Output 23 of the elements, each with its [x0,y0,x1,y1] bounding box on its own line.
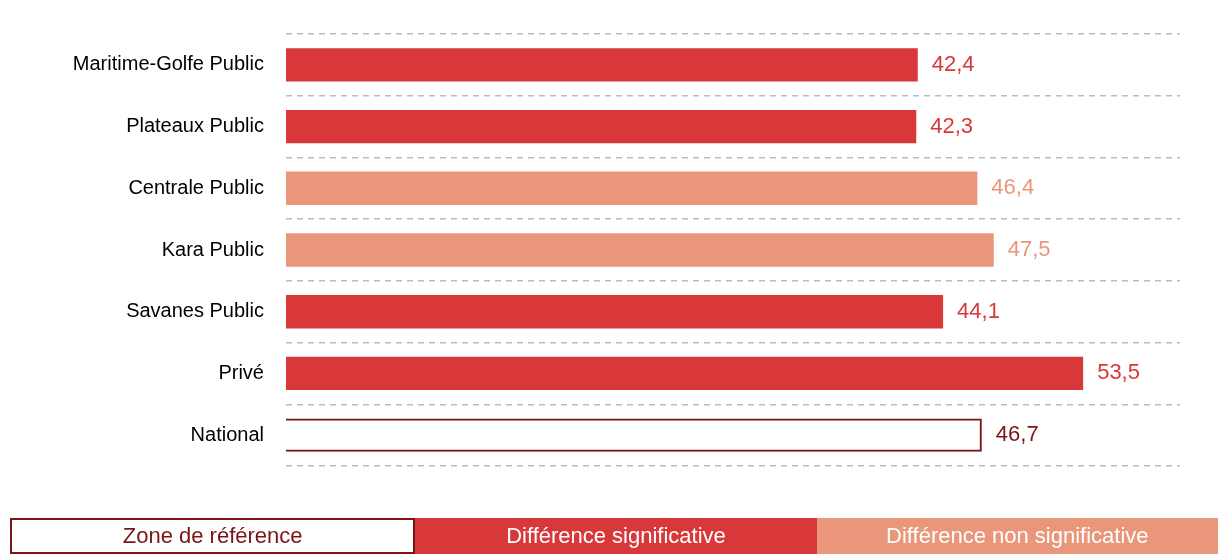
text: Différence significative [415,518,817,554]
y-tick-label: Kara Public [161,237,264,260]
y-tick-label: Maritime-Golfe Public [72,52,264,75]
data-label: 53,5 [1097,359,1140,385]
bar [286,233,994,267]
y-tick-label: Plateaux Public [126,114,264,137]
data-label: 46,4 [991,174,1035,200]
data-label: 47,5 [1007,236,1051,262]
bar [286,295,944,329]
bar [286,109,917,144]
y-tick-label: National [190,422,264,445]
y-tick-label: Savanes Public [126,299,264,322]
y-tick-label: Privé [218,360,264,383]
y-tick-label: Centrale Public [128,175,264,198]
data-label: 46,7 [995,421,1039,447]
bar [286,171,978,205]
bar [286,356,1084,391]
data-label: 44,1 [957,297,1000,323]
data-label: 42,4 [931,50,975,76]
text: Zone de référence [10,518,416,554]
bar [286,48,918,82]
data-label: 42,3 [930,112,974,138]
text: Différence non significative [816,518,1218,554]
